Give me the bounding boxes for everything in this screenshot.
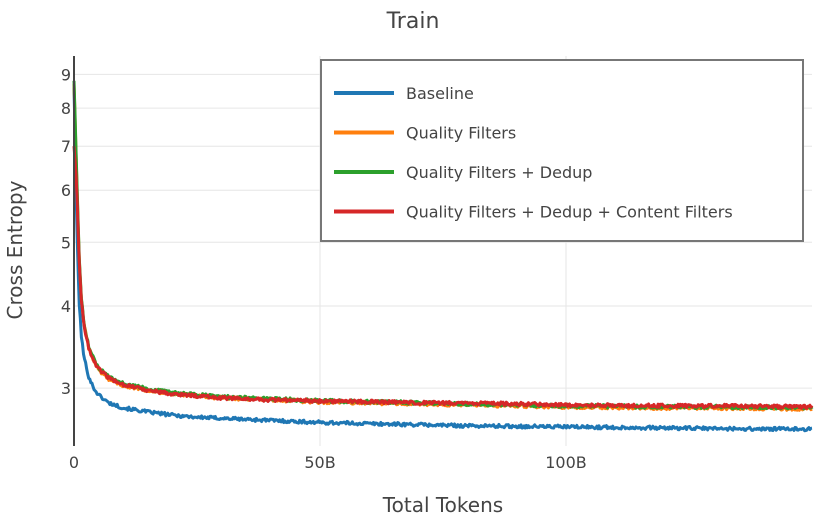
x-tick-label: 50B — [304, 453, 335, 472]
y-tick-label: 3 — [61, 379, 71, 398]
y-tick-label: 9 — [61, 65, 71, 84]
series-line-1 — [72, 87, 813, 433]
x-axis-title: Total Tokens — [382, 493, 503, 517]
series-line-4 — [72, 146, 814, 410]
legend-label-3: Quality Filters + Dedup — [406, 163, 592, 182]
y-tick-label: 6 — [61, 181, 71, 200]
y-tick-label: 7 — [61, 137, 71, 156]
y-axis-title: Cross Entropy — [3, 180, 27, 319]
chart-title: Train — [386, 9, 440, 34]
legend-label-4: Quality Filters + Dedup + Content Filter… — [406, 203, 733, 222]
legend-box — [320, 59, 804, 242]
y-tick-label: 5 — [61, 233, 71, 252]
legend-label-2: Quality Filters — [406, 124, 516, 143]
series-layer — [72, 80, 814, 433]
axis-layer: 3 4 5 6 7 8 9 0 50B 100B — [61, 56, 587, 472]
x-tick-label: 100B — [545, 453, 587, 472]
y-tick-label: 4 — [61, 297, 71, 316]
legend-label-1: Baseline — [406, 84, 474, 103]
y-tick-label: 8 — [61, 99, 71, 118]
legend-items: Baseline Quality Filters Quality Filters +… — [334, 84, 733, 222]
legend: Baseline Quality Filters Quality Filters +… — [320, 59, 804, 242]
x-tick-label: 0 — [69, 453, 79, 472]
